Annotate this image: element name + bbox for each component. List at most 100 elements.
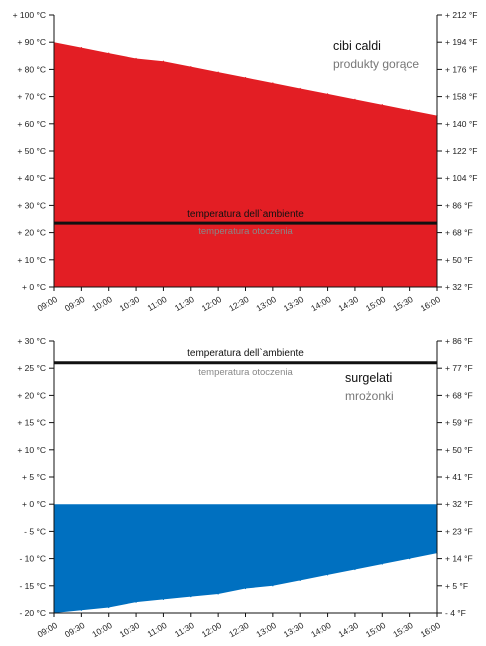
right-tick-label: - 4 °F <box>445 608 466 618</box>
data-point <box>162 598 165 601</box>
data-point <box>244 76 247 79</box>
data-point <box>80 609 82 611</box>
x-tick-label: 12:30 <box>227 294 251 313</box>
frozen-food-chart: - 20 °C - 15 °C - 10 °C - 5 °C + 0 °C + 5 °C +… <box>17 336 472 639</box>
left-tick-label: - 20 °C <box>19 608 46 618</box>
x-tick-label: 14:30 <box>336 294 360 313</box>
data-point <box>162 60 165 62</box>
right-tick-label: + 158 °F <box>445 92 477 102</box>
left-tick-label: + 50 °C <box>17 146 46 156</box>
data-point <box>299 579 301 581</box>
ambient-label: temperatura dell`ambiente <box>187 208 304 220</box>
x-tick-label: 16:00 <box>419 620 443 639</box>
x-tick-label: 15:30 <box>391 620 415 639</box>
right-tick-label: + 86 °F <box>445 200 473 210</box>
left-tick-label: + 60 °C <box>17 119 46 129</box>
x-tick-label: 10:30 <box>118 620 142 639</box>
left-tick-label: + 0 °C <box>22 282 46 292</box>
right-tick-label: + 14 °F <box>445 554 473 564</box>
x-tick-label: 09:00 <box>36 620 60 639</box>
right-tick-label: + 32 °F <box>445 282 473 292</box>
x-tick-label: 12:30 <box>227 620 251 639</box>
data-point <box>108 606 110 609</box>
x-tick-label: 09:30 <box>63 620 87 639</box>
x-tick-label: 13:30 <box>282 620 306 639</box>
right-tick-label: + 5 °F <box>445 581 468 591</box>
x-tick-label: 11:00 <box>146 294 169 313</box>
x-tick-label: 09:30 <box>63 294 87 313</box>
left-tick-label: - 15 °C <box>19 581 46 591</box>
data-point <box>135 601 137 603</box>
x-tick-label: 10:00 <box>90 620 114 639</box>
left-tick-label: + 10 °C <box>17 255 46 265</box>
x-tick-label: 12:00 <box>200 294 224 313</box>
right-tick-label: + 41 °F <box>445 472 473 482</box>
x-tick-label: 13:00 <box>254 294 278 313</box>
data-point <box>272 82 274 84</box>
data-area <box>54 504 437 613</box>
x-tick-label: 11:30 <box>173 294 196 313</box>
chart-title: surgelati <box>345 371 392 385</box>
x-tick-label: 15:30 <box>391 294 415 313</box>
data-point <box>244 587 247 590</box>
ambient-sublabel: temperatura otoczenia <box>198 367 293 378</box>
left-tick-label: + 15 °C <box>17 418 46 428</box>
x-tick-label: 11:30 <box>173 620 196 639</box>
data-point <box>190 66 192 68</box>
x-tick-label: 14:00 <box>309 294 333 313</box>
right-tick-label: + 140 °F <box>445 119 477 129</box>
x-tick-label: 14:00 <box>309 620 333 639</box>
x-tick-label: 15:00 <box>364 620 388 639</box>
left-tick-label: + 5 °C <box>22 472 46 482</box>
data-point <box>135 57 137 60</box>
right-tick-label: + 32 °F <box>445 499 473 509</box>
x-tick-label: 16:00 <box>419 294 443 313</box>
x-tick-label: 13:00 <box>254 620 278 639</box>
right-tick-label: + 50 °F <box>445 255 473 265</box>
right-tick-label: + 68 °F <box>445 390 473 400</box>
left-tick-label: + 20 °C <box>17 390 46 400</box>
left-tick-label: - 10 °C <box>19 554 46 564</box>
right-tick-label: + 50 °F <box>445 445 473 455</box>
data-point <box>80 47 82 49</box>
right-tick-label: + 176 °F <box>445 64 477 74</box>
left-tick-label: + 80 °C <box>17 64 46 74</box>
x-tick-label: 15:00 <box>364 294 388 313</box>
right-tick-label: + 212 °F <box>445 10 477 20</box>
data-point <box>354 98 356 100</box>
right-tick-label: + 104 °F <box>445 173 477 183</box>
left-tick-label: + 10 °C <box>17 445 46 455</box>
chart-title: cibi caldi <box>333 39 381 53</box>
data-point <box>217 593 219 595</box>
left-tick-label: + 20 °C <box>17 228 46 238</box>
right-tick-label: + 122 °F <box>445 146 477 156</box>
data-point <box>108 52 110 54</box>
right-tick-label: + 194 °F <box>445 37 477 47</box>
chart-subtitle: produkty gorące <box>333 57 419 71</box>
x-tick-label: 10:30 <box>118 294 142 313</box>
right-tick-label: + 23 °F <box>445 526 473 536</box>
chart-subtitle: mrożonki <box>345 389 394 403</box>
data-point <box>381 104 383 106</box>
data-area <box>54 42 437 288</box>
left-tick-label: + 30 °C <box>17 200 46 210</box>
left-tick-label: + 70 °C <box>17 92 46 102</box>
data-point <box>381 563 383 565</box>
ambient-sublabel: temperatura otoczenia <box>198 226 293 237</box>
data-point <box>272 585 274 587</box>
left-tick-label: + 25 °C <box>17 363 46 373</box>
right-tick-label: + 77 °F <box>445 363 473 373</box>
data-point <box>409 558 411 560</box>
x-tick-label: 11:00 <box>146 620 169 639</box>
left-tick-label: - 5 °C <box>24 526 46 536</box>
ambient-label: temperatura dell`ambiente <box>187 347 304 359</box>
right-tick-label: + 86 °F <box>445 336 473 346</box>
left-tick-label: + 0 °C <box>22 499 46 509</box>
x-tick-label: 12:00 <box>200 620 224 639</box>
data-point <box>326 574 329 576</box>
data-point <box>409 109 411 111</box>
hot-food-chart: + 0 °C + 10 °C + 20 °C + 30 °C + 40 °C + 50 °… <box>13 10 478 313</box>
x-tick-label: 14:30 <box>336 620 360 639</box>
right-tick-label: + 68 °F <box>445 228 473 238</box>
